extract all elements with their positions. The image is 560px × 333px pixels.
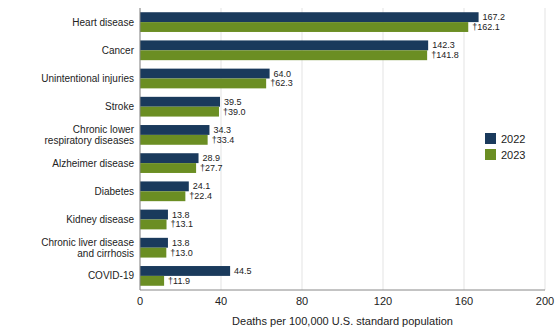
data-label: 39.5: [224, 97, 242, 107]
category-label-line: Chronic liver disease: [41, 237, 134, 248]
bar: [140, 266, 230, 276]
data-labels: 167.2 142.3 64.0 39.5 34.3 28.9 24.1 13.8 13.8 44…: [168, 12, 505, 286]
category-label: Chronic lowerrespiratory diseases: [45, 124, 135, 146]
category-label: Chronic liver diseaseand cirrhosis: [41, 237, 134, 259]
x-axis-title: Deaths per 100,000 U.S. standard populat…: [232, 315, 453, 327]
bar: [140, 79, 266, 89]
category-label-line: Alzheimer disease: [52, 158, 134, 169]
data-label: †11.9: [168, 276, 190, 286]
category-label-line: Diabetes: [95, 186, 134, 197]
x-tick-label: 80: [296, 295, 308, 307]
x-tick-label: 160: [455, 295, 473, 307]
category-label: Alzheimer disease: [52, 158, 134, 169]
data-label: 28.9: [203, 153, 221, 163]
x-tick-label: 0: [137, 295, 143, 307]
bar: [140, 191, 185, 201]
y-axis: Heart disease Cancer Unintentional injurie…: [41, 17, 135, 282]
chart-container: 0 40 80 120 160 200 167.2 142.3 64.0 39.5 34.3 28.9…: [0, 0, 560, 333]
data-label: †39.0: [223, 107, 246, 117]
y-axis-line: [140, 8, 141, 290]
data-label: 167.2: [483, 12, 506, 22]
category-label: Stroke: [105, 101, 134, 112]
x-axis: 0 40 80 120 160 200: [137, 295, 554, 307]
chart: 0 40 80 120 160 200 167.2 142.3 64.0 39.5 34.3 28.9…: [0, 0, 560, 333]
data-label: 34.3: [213, 125, 231, 135]
category-label-line: Cancer: [102, 45, 135, 56]
grid-line: [140, 8, 141, 290]
data-label: 44.5: [234, 266, 252, 276]
category-label: Heart disease: [72, 17, 134, 28]
bar: [140, 125, 209, 135]
category-label: Cancer: [102, 45, 135, 56]
x-tick-label: 120: [374, 295, 392, 307]
bars: [140, 12, 479, 286]
category-label: Kidney disease: [66, 214, 134, 225]
data-label: 64.0: [274, 69, 292, 79]
x-tick-label: 200: [536, 295, 554, 307]
category-label-line: Heart disease: [72, 17, 134, 28]
category-label: Unintentional injuries: [41, 73, 134, 84]
legend-swatch: [485, 133, 496, 144]
bar: [140, 238, 168, 248]
bar: [140, 220, 167, 230]
category-label-line: COVID-19: [88, 270, 135, 281]
category-label-line: Chronic lower: [73, 124, 135, 135]
bar: [140, 181, 189, 191]
bar: [140, 210, 168, 220]
grid: [140, 8, 545, 290]
legend-swatch: [485, 149, 496, 160]
data-label: †13.0: [170, 248, 193, 258]
bar: [140, 12, 479, 22]
data-label: †13.1: [171, 219, 194, 229]
x-tick-label: 40: [215, 295, 227, 307]
data-label: 13.8: [172, 210, 190, 220]
grid-line: [464, 8, 465, 290]
category-label: Diabetes: [95, 186, 134, 197]
legend: 2022 2023: [485, 133, 525, 161]
bar: [140, 69, 270, 79]
category-label: COVID-19: [88, 270, 135, 281]
grid-line: [545, 8, 546, 290]
data-label: †141.8: [431, 50, 459, 60]
legend-label: 2023: [501, 149, 525, 161]
bar: [140, 153, 199, 163]
bar: [140, 276, 164, 286]
category-label-line: and cirrhosis: [77, 248, 134, 259]
data-label: †33.4: [212, 135, 235, 145]
data-label: †22.4: [189, 191, 212, 201]
data-label: †162.1: [472, 22, 500, 32]
category-label-line: respiratory diseases: [45, 135, 134, 146]
data-label: 142.3: [432, 40, 455, 50]
bar: [140, 107, 219, 117]
bar: [140, 50, 427, 60]
bar: [140, 163, 196, 173]
data-label: †27.7: [200, 163, 223, 173]
legend-label: 2022: [501, 133, 525, 145]
bar: [140, 22, 468, 32]
bar: [140, 40, 428, 50]
category-label-line: Unintentional injuries: [41, 73, 134, 84]
bar: [140, 135, 208, 145]
category-label-line: Kidney disease: [66, 214, 134, 225]
bar: [140, 97, 220, 107]
category-label-line: Stroke: [105, 101, 134, 112]
data-label: 24.1: [193, 181, 211, 191]
data-label: 13.8: [172, 238, 190, 248]
data-label: †62.3: [270, 78, 293, 88]
x-axis-line: [140, 290, 545, 291]
bar: [140, 248, 166, 258]
